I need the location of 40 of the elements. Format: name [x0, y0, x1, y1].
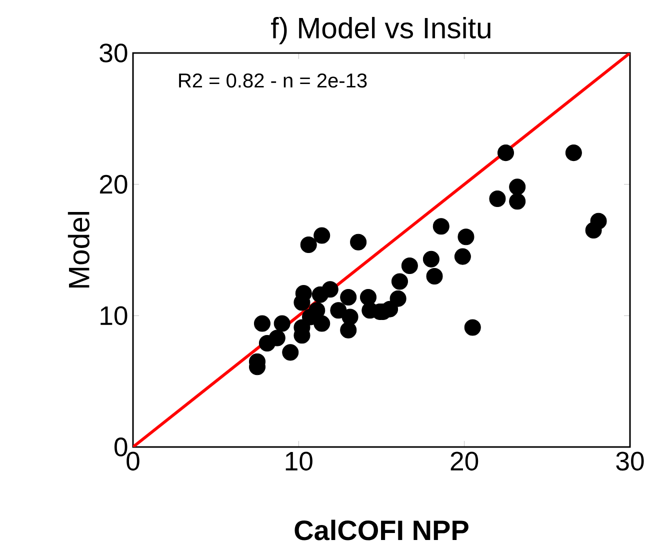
- point: [426, 268, 443, 285]
- point: [342, 308, 358, 326]
- y-tick-label: 0: [114, 438, 128, 456]
- point: [350, 234, 367, 250]
- point: [565, 144, 582, 162]
- x-tick-label: 10: [286, 452, 312, 471]
- point: [314, 315, 330, 332]
- y-tick-label: 20: [100, 174, 128, 194]
- point: [454, 248, 471, 265]
- point: [509, 193, 526, 210]
- x-tick-label: 0: [126, 452, 140, 471]
- annotation: R2 = 0.82 - n = 2e-13: [179, 73, 367, 88]
- y-axis-title: Model: [68, 212, 90, 288]
- x-axis-title: CalCOFI NPP: [294, 520, 468, 540]
- point: [390, 290, 406, 307]
- point: [300, 236, 317, 254]
- x-tick-label: 20: [450, 452, 478, 471]
- x-tick-label: 30: [616, 452, 644, 471]
- point: [458, 228, 474, 246]
- point: [340, 322, 357, 338]
- point: [330, 302, 347, 319]
- point: [432, 218, 450, 235]
- point: [282, 344, 299, 361]
- chart-title: f) Model vs Insitu: [271, 16, 490, 44]
- point: [509, 178, 526, 196]
- y-tick-label: 10: [100, 306, 128, 326]
- point: [590, 212, 607, 230]
- point: [401, 257, 418, 274]
- point: [422, 250, 440, 268]
- point: [340, 289, 357, 306]
- point: [391, 273, 408, 290]
- point: [314, 227, 330, 244]
- point: [322, 281, 338, 298]
- point: [489, 190, 506, 208]
- point: [464, 319, 481, 336]
- point: [497, 144, 514, 162]
- y-tick-label: 30: [100, 44, 128, 62]
- point: [254, 315, 270, 332]
- point: [268, 330, 286, 346]
- point: [274, 315, 290, 332]
